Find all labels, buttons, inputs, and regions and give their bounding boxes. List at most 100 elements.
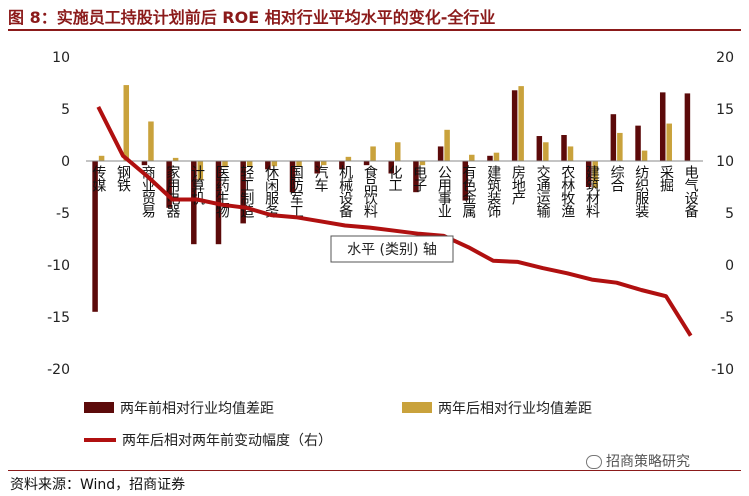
axis-tooltip: 水平 (类别) 轴 [330,235,454,263]
category-label: 计算机 [189,165,205,206]
bottom-rule [8,470,741,471]
category-label: 国防军工 [288,165,304,217]
category-label: 家用电器 [164,164,180,218]
category-label: 房地产 [510,165,526,206]
line-series [96,105,693,337]
bar-after [518,86,524,161]
left-tick-label: -20 [47,362,70,378]
category-label: 采掘 [658,165,674,192]
bar-before [487,155,493,161]
bar-after [123,85,130,161]
category-label: 化工 [387,165,403,191]
bar-after [444,129,450,161]
watermark-text: 招商策略研究 [606,454,690,470]
bar-before [635,125,641,161]
bar-after [543,142,549,161]
bar-after [98,155,105,161]
category-label: 综合 [609,165,625,192]
left-tick-label: 10 [52,50,70,66]
category-label: 农林牧渔 [559,165,575,218]
bar-after [419,161,426,166]
bar-before [659,92,666,161]
bar-before [92,161,98,312]
bar-after [592,161,598,189]
right-tick-label: -5 [720,310,734,326]
bar-before [561,135,567,161]
category-label: 钢铁 [115,165,131,192]
bar-after [370,146,376,161]
left-tick-label: 0 [61,154,70,170]
category-label: 传媒 [90,165,106,192]
category-label: 纺织服装 [633,165,649,218]
category-label: 建筑装饰 [485,165,501,218]
category-label: 电子 [411,165,427,192]
legend-label-line: 两年后相对两年前变动幅度（右） [122,432,332,449]
bar-before [289,161,296,193]
bar-after [567,146,574,161]
wechat-icon [586,455,602,469]
bar-before [363,161,370,166]
bar-after [493,152,500,161]
legend-swatch-after [402,402,432,413]
bar-before [141,161,148,166]
left-tick-label: -15 [47,310,70,326]
bar-after [320,161,327,166]
bar-after [617,132,623,161]
legend-label-before: 两年前相对行业均值差距 [120,400,274,417]
category-label: 医药生物 [214,165,230,219]
right-tick-label: 20 [716,50,734,66]
bar-after [197,161,204,180]
bar-after [222,161,228,168]
left-tick-label: -10 [47,258,70,274]
bar-before [610,114,617,161]
category-labels: 传媒 钢铁 商业贸易 家用电器 计算机 医药生物 轻工制造 休闲服务 国防军工 汽车 机械设备 食品饮… [90,164,698,219]
bar-after [296,161,302,167]
category-label: 有色金属 [461,165,477,218]
bar-before [191,161,197,245]
right-tick-label: 10 [716,154,734,170]
bar-before [462,161,469,201]
bar-after [246,161,253,167]
right-tick-label: 5 [725,206,734,222]
bar-before [437,146,444,161]
bar-after [172,157,179,161]
bar-before [339,161,345,170]
right-axis-ticks: 20 15 10 5 0 -5 -10 [711,50,734,378]
bar-before [240,161,246,224]
category-label: 公用事业 [436,165,452,218]
bar-after [469,154,475,161]
figure-title: 图 8：实施员工持股计划前后 ROE 相对行业平均水平的变化-全行业 [8,8,496,27]
bar-after [271,161,278,167]
bar-before [413,161,419,193]
bar-after [148,121,154,161]
bar-before [585,161,592,187]
bar-before [511,90,518,161]
bar-before [536,136,543,161]
source-note: 资料来源：Wind，招商证券 [10,477,186,493]
bar-after [641,150,648,161]
category-label: 电气设备 [683,165,699,218]
right-tick-label: 0 [725,258,734,274]
bar-before [166,161,172,208]
category-label: 交通运输 [535,164,551,218]
category-label: 建筑材料 [584,165,600,218]
change-line [96,105,693,337]
category-label: 汽车 [312,165,328,192]
left-axis-ticks: 10 5 0 -5 -10 -15 -20 [47,50,70,378]
bar-after [345,156,352,161]
title-rule [8,29,741,31]
tooltip-text: 水平 (类别) 轴 [347,242,437,258]
category-label: 食品饮料 [362,164,378,218]
bar-after [666,123,672,161]
bar-after [395,142,401,161]
watermark: 招商策略研究 [586,451,690,471]
legend: 两年前相对行业均值差距 两年后相对行业均值差距 两年后相对两年前变动幅度（右） [84,400,592,449]
legend-swatch-before [84,402,114,413]
bar-before [684,93,691,161]
right-tick-label: 15 [716,102,734,118]
bar-before [388,161,394,174]
bar-before [265,161,271,170]
tooltip-box [330,235,454,263]
category-label: 机械设备 [337,165,353,218]
